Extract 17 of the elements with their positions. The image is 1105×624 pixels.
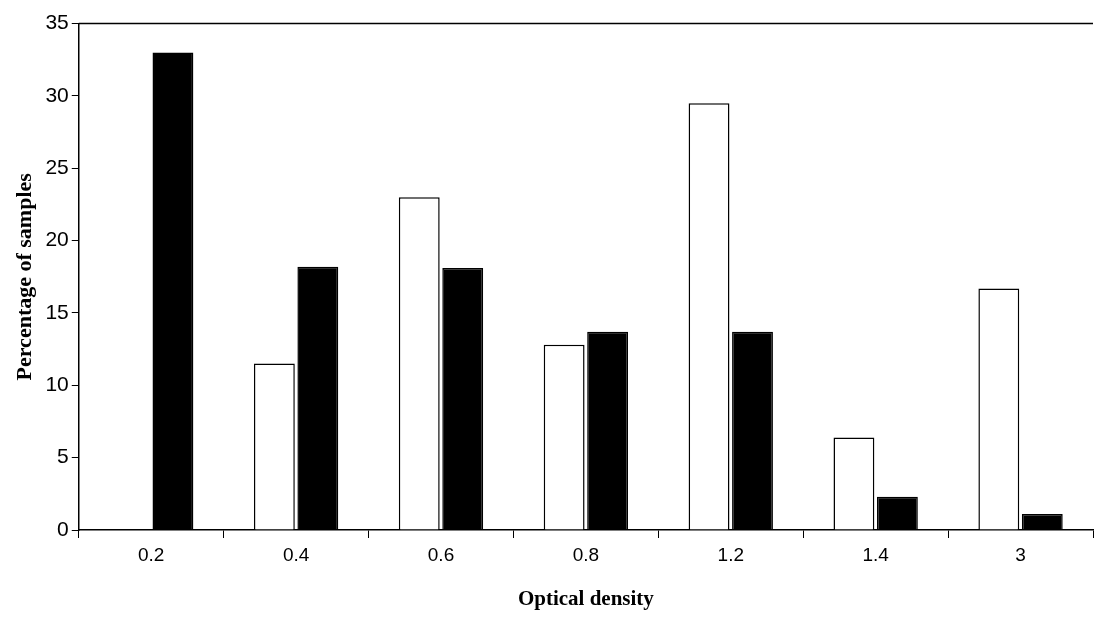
x-tick-label: 1.4 bbox=[862, 543, 890, 565]
y-tick-label: 10 bbox=[45, 372, 69, 396]
y-tick-label: 20 bbox=[45, 227, 69, 251]
y-tick-label: 35 bbox=[45, 10, 69, 34]
y-tick-label: 15 bbox=[45, 299, 69, 323]
x-tick-label: 0.2 bbox=[137, 543, 165, 565]
y-tick-label: 5 bbox=[57, 444, 69, 468]
x-tick-label: 0.8 bbox=[572, 543, 600, 565]
x-tick-label: 0.6 bbox=[427, 543, 455, 565]
y-tick-label: 0 bbox=[57, 516, 69, 540]
x-tick-label: 0.4 bbox=[282, 543, 310, 565]
y-axis-title: Percentage of samples bbox=[10, 172, 36, 381]
x-axis-title: Optical density bbox=[517, 585, 655, 610]
y-tick-label: 25 bbox=[45, 155, 69, 179]
x-tick-label: 3 bbox=[1015, 543, 1026, 565]
x-tick-label: 1.2 bbox=[717, 543, 744, 565]
y-tick-label: 30 bbox=[45, 82, 69, 106]
